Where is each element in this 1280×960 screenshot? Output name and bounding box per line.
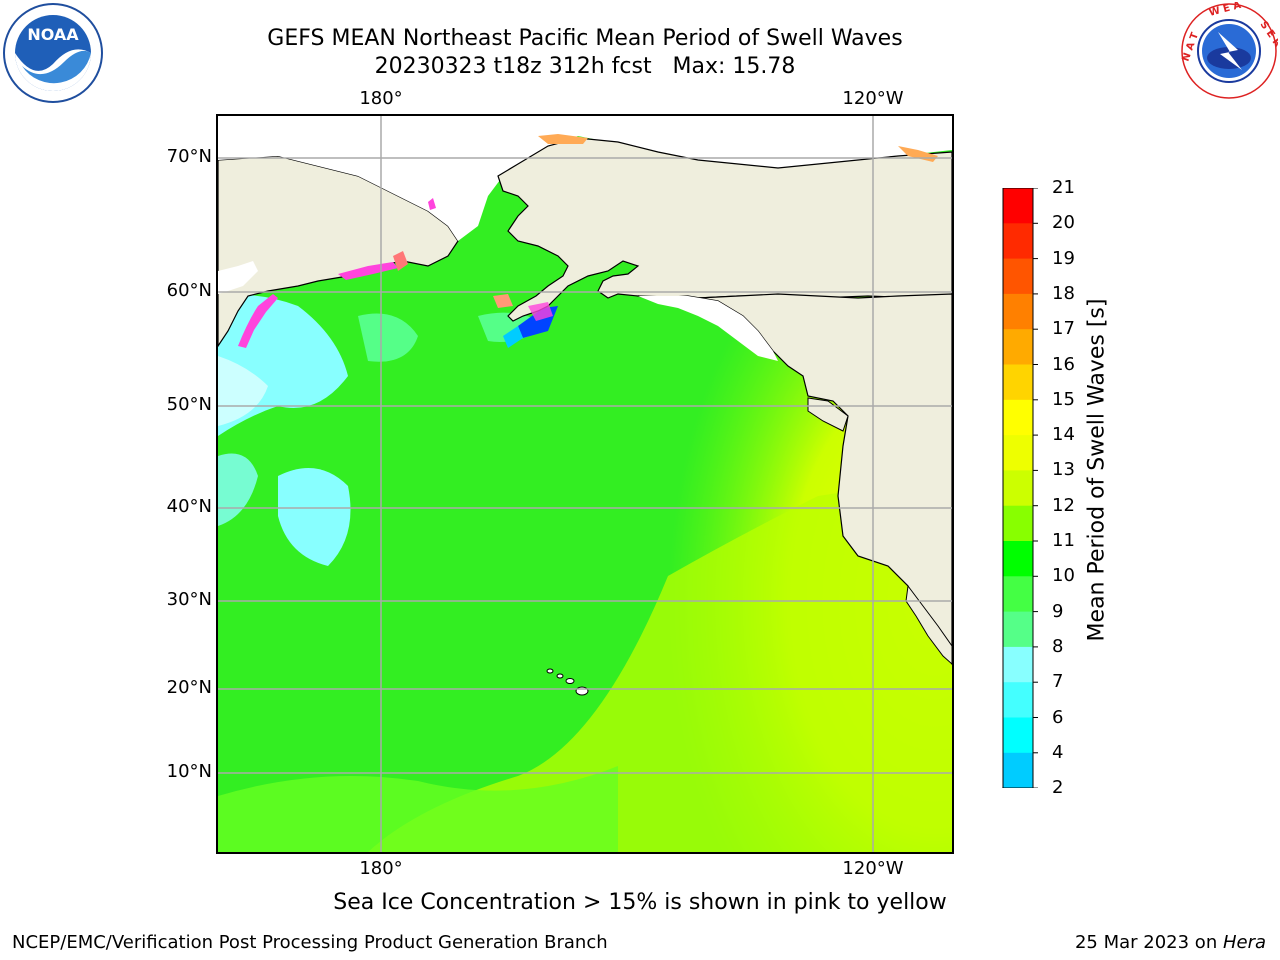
white-arctic <box>218 116 952 266</box>
graticule <box>218 116 952 852</box>
colorbar-segment <box>1003 646 1033 683</box>
lon-label-bottom-180: 180° <box>359 858 403 879</box>
colorbar-tick-label: 8 <box>1052 635 1064 657</box>
colorbar-segment <box>1003 435 1033 471</box>
colorbar-tick-label: 16 <box>1052 353 1075 375</box>
ocean-cyan-patch-peninsula <box>503 326 523 348</box>
land-alaska <box>497 137 952 322</box>
colorbar-tick-label: 12 <box>1052 494 1075 516</box>
colorbar-segment <box>1003 541 1033 577</box>
colorbar-segment <box>1003 717 1033 754</box>
sea-ice-bering <box>338 262 398 280</box>
colorbar-tick-label: 9 <box>1052 600 1064 622</box>
lon-label-bottom-120w: 120°W <box>842 858 904 879</box>
sea-ice-peninsula <box>528 302 553 321</box>
lat-label-50n: 50°N <box>166 394 212 415</box>
colorbar-tick-label: 14 <box>1052 424 1075 446</box>
ocean-mint-patch <box>358 313 418 362</box>
colorbar-segment <box>1003 364 1033 401</box>
lat-label-60n: 60°N <box>166 280 212 301</box>
lat-label-70n: 70°N <box>166 146 212 167</box>
colorbar-tick-label: 15 <box>1052 388 1075 410</box>
colorbar-tick-label: 11 <box>1052 530 1075 551</box>
land-masked-siberia <box>218 261 258 294</box>
ocean-cyan-nw-light <box>218 356 268 426</box>
lat-label-10n: 10°N <box>166 761 212 782</box>
colorbar-segment <box>1003 752 1033 789</box>
colorbar-segment <box>1003 611 1033 648</box>
lat-label-20n: 20°N <box>166 677 212 698</box>
map-svg <box>218 116 952 852</box>
colorbar-segment <box>1003 682 1033 718</box>
colorbar-tick-label: 4 <box>1052 741 1064 763</box>
land-masked-gulf <box>638 296 778 361</box>
colorbar <box>1002 187 1038 818</box>
colorbar-segment <box>1003 223 1033 260</box>
colorbar-segment <box>1003 505 1033 542</box>
colorbar-segment <box>1003 576 1033 613</box>
colorbar-tick-label: 19 <box>1052 247 1075 269</box>
footer-host: Hera <box>1222 932 1266 953</box>
noaa-logo-text: NOAA <box>27 25 79 44</box>
footer-date-text: 25 Mar 2023 on <box>1074 932 1223 953</box>
colorbar-tick-label: 18 <box>1052 282 1075 304</box>
land-hawaii <box>546 668 589 696</box>
colorbar-segment <box>1003 258 1033 295</box>
colorbar-tick-label: 13 <box>1052 459 1075 481</box>
colorbar-tick-label: 2 <box>1052 777 1064 799</box>
colorbar-tick-label: 6 <box>1052 706 1064 728</box>
sea-ice-st-lawrence <box>393 251 408 271</box>
chart-subtitle: 20230323 t18z 312h fcst Max: 15.78 <box>374 54 796 79</box>
colorbar-tick-label: 17 <box>1052 318 1075 340</box>
lat-label-40n: 40°N <box>166 496 212 517</box>
colorbar-tick-label: 10 <box>1052 565 1075 587</box>
colorbar-segment <box>1003 188 1033 224</box>
colorbar-tick-label: 7 <box>1052 671 1064 693</box>
colorbar-segment <box>1003 329 1033 365</box>
sea-ice-chukotka <box>428 198 436 210</box>
footer-date: 25 Mar 2023 on Hera <box>1075 932 1266 953</box>
lon-label-top-180: 180° <box>359 88 403 109</box>
ocean-cyan-w <box>278 468 351 566</box>
chart-title: GEFS MEAN Northeast Pacific Mean Period … <box>267 26 903 51</box>
colorbar-segment <box>1003 470 1033 507</box>
colorbar-label: Mean Period of Swell Waves [s] <box>1084 298 1110 642</box>
lat-label-30n: 30°N <box>166 589 212 610</box>
sea-ice-west <box>238 294 278 348</box>
colorbar-segment <box>1003 399 1033 436</box>
land-baja <box>905 584 952 665</box>
colorbar-segment <box>1003 293 1033 330</box>
ocean-south-band <box>218 766 618 852</box>
nws-logo: N A T W E A S E R <box>1180 0 1280 104</box>
noaa-logo: NOAA <box>2 2 104 108</box>
colorbar-svg <box>1002 187 1038 818</box>
map-panel <box>216 114 954 854</box>
lon-label-top-120w: 120°W <box>842 88 904 109</box>
footer-credit: NCEP/EMC/Verification Post Processing Pr… <box>12 932 608 953</box>
sea-ice-note: Sea Ice Concentration > 15% is shown in … <box>333 890 947 915</box>
ocean-southeast-zone <box>368 476 952 852</box>
sea-ice-arctic-coast <box>538 134 588 144</box>
colorbar-tick-label: 21 <box>1052 177 1075 198</box>
colorbar-tick-label: 20 <box>1052 212 1075 234</box>
sea-ice-bristol <box>493 294 513 308</box>
